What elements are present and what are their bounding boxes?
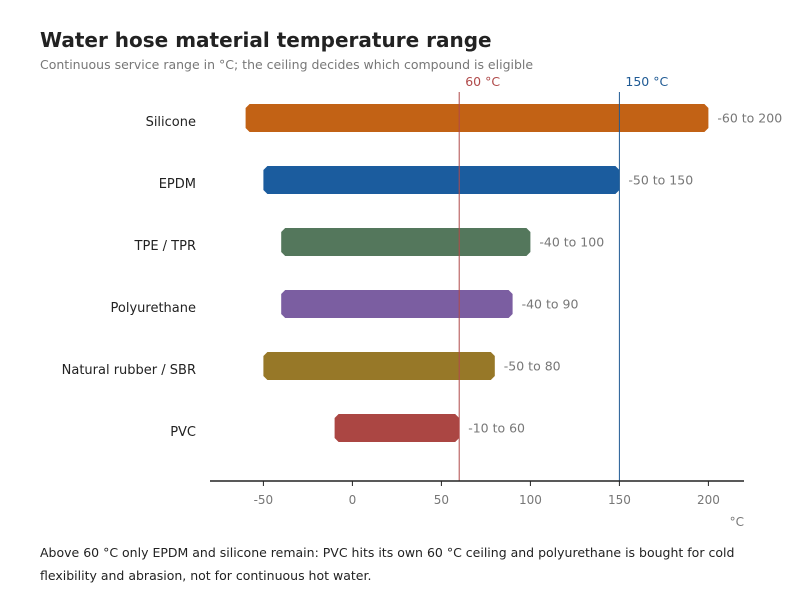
category-label-1: EPDM — [159, 177, 196, 192]
category-label-5: PVC — [170, 425, 196, 440]
bar-3 — [281, 290, 513, 318]
value-label-1: -50 to 150 — [628, 173, 693, 188]
bar-0 — [245, 104, 709, 132]
reference-label-0: 60 °C — [465, 74, 500, 89]
value-label-5: -10 to 60 — [468, 421, 525, 436]
bar-4 — [263, 352, 495, 380]
chart-title: Water hose material temperature range — [40, 28, 492, 52]
x-tick-label-2: 50 — [434, 493, 449, 507]
category-label-4: Natural rubber / SBR — [62, 363, 196, 378]
value-label-2: -40 to 100 — [539, 235, 604, 250]
category-label-3: Polyurethane — [111, 301, 196, 316]
chart-footnote: Above 60 °C only EPDM and silicone remai… — [40, 545, 735, 583]
bar-1 — [263, 166, 620, 194]
category-label-0: Silicone — [146, 115, 196, 130]
category-label-2: TPE / TPR — [134, 239, 196, 254]
x-axis-unit-label: °C — [730, 515, 744, 529]
value-label-3: -40 to 90 — [522, 297, 579, 312]
x-tick-label-3: 100 — [519, 493, 542, 507]
reference-label-1: 150 °C — [625, 74, 668, 89]
bar-5 — [334, 414, 460, 442]
x-tick-label-4: 150 — [608, 493, 631, 507]
bar-2 — [281, 228, 531, 256]
x-tick-label-1: 0 — [349, 493, 357, 507]
value-label-4: -50 to 80 — [504, 359, 561, 374]
chart-subtitle: Continuous service range in °C; the ceil… — [40, 57, 534, 72]
x-tick-label-5: 200 — [697, 493, 720, 507]
x-tick-label-0: -50 — [254, 493, 274, 507]
value-label-0: -60 to 200 — [717, 111, 782, 126]
